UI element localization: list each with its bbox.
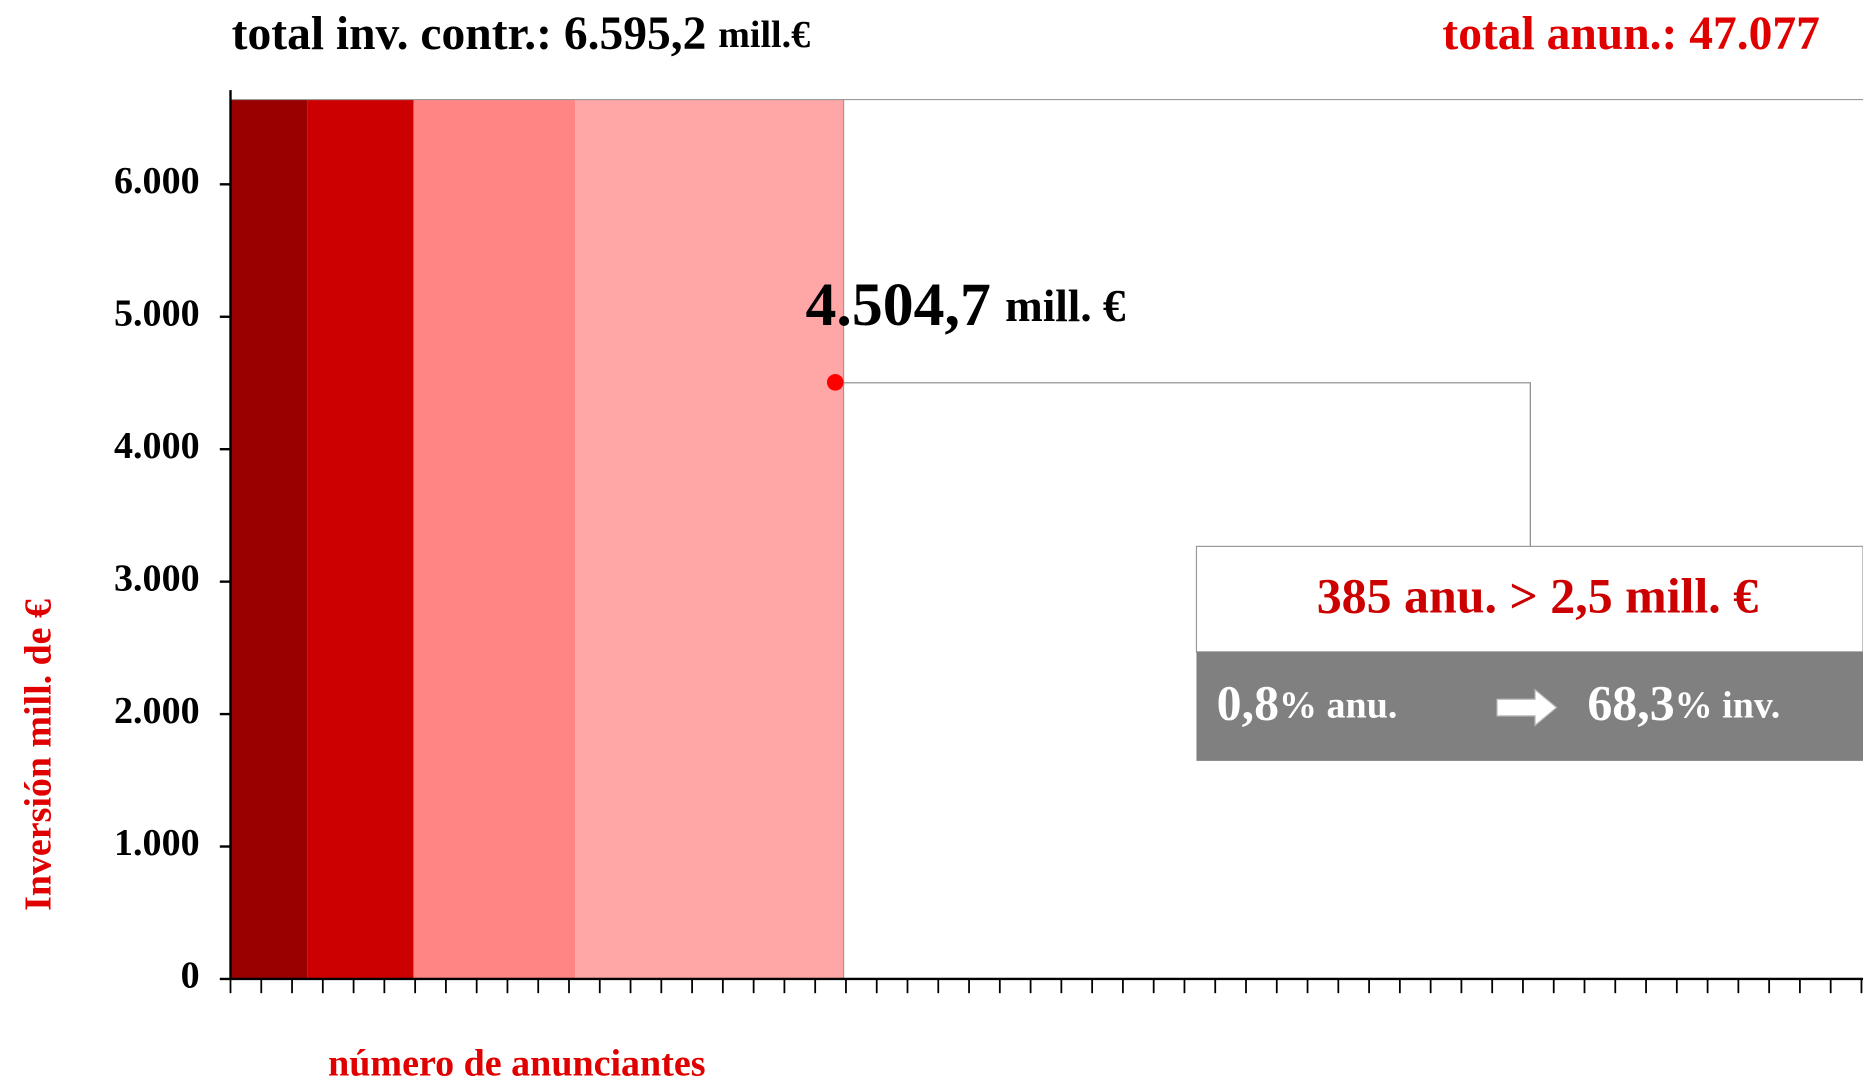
y-tick-label: 2.000: [114, 690, 200, 732]
box-left-unit: % anu.: [1279, 684, 1397, 726]
band: [575, 99, 844, 979]
x-minor-ticks: [229, 978, 1863, 994]
box-right-value: 68,3: [1587, 676, 1674, 731]
title-value: total inv. contr.: 6.595,2: [232, 8, 707, 60]
y-tick-label: 6.000: [114, 160, 200, 202]
band: [230, 99, 308, 979]
box-left-value: 0,8: [1217, 676, 1279, 731]
x-axis-label: número de anunciantes: [328, 1042, 705, 1084]
point: [826, 374, 844, 391]
info-box: [1195, 545, 1863, 653]
y-tick-label: 3.000: [114, 557, 200, 599]
subtitle: total anun.: 47.077: [1442, 8, 1820, 60]
y-axis-label: Inversión mill. de €: [17, 599, 59, 911]
point-label: 4.504,7 mill. €: [806, 271, 1126, 339]
arrow: [1496, 688, 1558, 727]
title: total inv. contr.: 6.595,2 mill.€: [232, 8, 810, 60]
title-unit: mill.€: [718, 14, 810, 56]
box-right: 68,3% inv.: [1587, 676, 1780, 731]
y-tick-label: 0: [181, 955, 200, 997]
box-right-unit: % inv.: [1675, 684, 1781, 726]
point-unit: mill. €: [1005, 282, 1126, 332]
point-value: 4.504,7: [806, 271, 991, 339]
box-line1: 385 anu. > 2,5 mill. €: [1317, 568, 1759, 623]
box-left: 0,8% anu.: [1217, 676, 1398, 731]
leader-line: [843, 382, 1531, 547]
band: [307, 99, 414, 979]
y-tick-label: 5.000: [114, 293, 200, 335]
y-tick-label: 1.000: [114, 822, 200, 864]
band: [413, 99, 576, 979]
y-tick-label: 4.000: [114, 425, 200, 467]
